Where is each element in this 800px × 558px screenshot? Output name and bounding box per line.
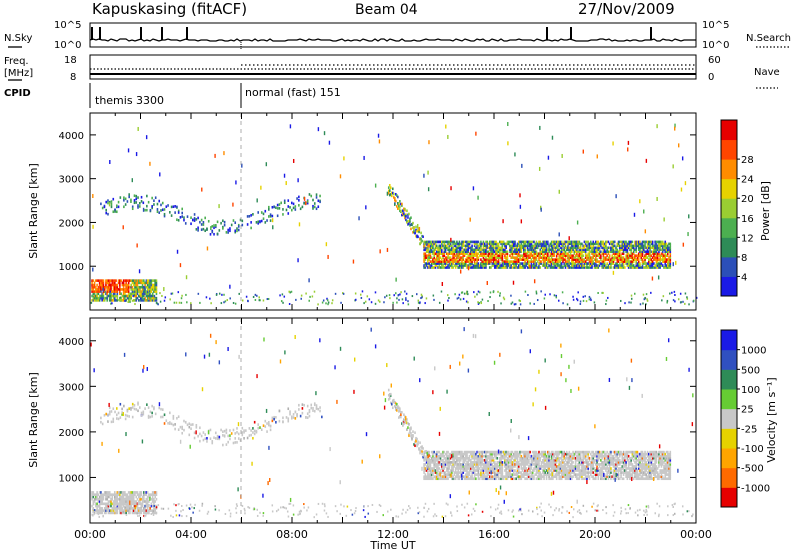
colorbar-swatch [721, 140, 737, 160]
nsky-tick-top: 10^5 [54, 20, 81, 31]
nsearch-tick-top: 10^5 [702, 20, 729, 31]
colorbar-tick-label: 4 [741, 272, 747, 283]
freq-tick-bottom: 8 [70, 72, 76, 83]
freq-label-line2: [MHz] [4, 68, 33, 79]
colorbar-swatch [721, 468, 737, 488]
colorbar-swatch [721, 120, 737, 140]
colorbar-swatch [721, 350, 737, 370]
colorbar-tick-label: 100 [741, 385, 760, 396]
cpid-segment-1: themis 3300 [95, 94, 164, 107]
beam-title: Beam 04 [355, 2, 418, 18]
cpid-segment-2: normal (fast) 151 [245, 86, 341, 99]
colorbar-swatch [721, 218, 737, 238]
colorbar-swatch [721, 159, 737, 179]
y-tick-label: 1000 [59, 262, 84, 273]
freq-trace [90, 65, 696, 74]
colorbar-tick-label: 1000 [741, 346, 766, 357]
velocity-ylabel: Slant Range [km] [27, 372, 40, 468]
colorbar-swatch [721, 409, 737, 429]
colorbar-tick-label: 28 [741, 155, 754, 166]
colorbar-swatch [721, 448, 737, 468]
colorbar-tick-label: -1000 [741, 483, 770, 494]
x-tick-label: 00:00 [680, 528, 712, 541]
colorbar-tick-label: 500 [741, 365, 760, 376]
station-title: Kapuskasing (fitACF) [92, 0, 247, 18]
y-tick-label: 3000 [59, 175, 84, 186]
y-tick-label: 1000 [59, 473, 84, 484]
nsky-tick-bottom: 10^0 [54, 40, 81, 51]
colorbar-swatch [721, 237, 737, 257]
freq-panel [90, 55, 696, 79]
nsearch-label: N.Search [746, 33, 791, 44]
nsky-label: N.Sky [4, 33, 32, 44]
x-tick-label: 00:00 [74, 528, 106, 541]
nsearch-tick-bottom: 10^0 [702, 40, 729, 51]
colorbar-tick-label: 16 [741, 214, 754, 225]
y-tick-label: 4000 [59, 131, 84, 142]
y-tick-label: 3000 [59, 382, 84, 393]
y-tick-label: 2000 [59, 218, 84, 229]
power-heatmap-cells [91, 122, 698, 305]
colorbar-tick-label: -500 [741, 464, 764, 475]
y-tick-label: 4000 [59, 337, 84, 348]
colorbar-swatch [721, 330, 737, 350]
velocity-colorbar-label: Velocity [m s⁻¹] [765, 377, 778, 462]
colorbar-swatch [721, 257, 737, 277]
nave-tick-top: 60 [708, 55, 721, 66]
colorbar-swatch [721, 198, 737, 218]
colorbar-swatch [721, 276, 737, 296]
colorbar-tick-label: 25 [741, 405, 754, 416]
colorbar-swatch [721, 487, 737, 507]
x-tick-label: 04:00 [175, 528, 207, 541]
colorbar-swatch [721, 179, 737, 199]
colorbar-tick-label: 12 [741, 233, 754, 244]
colorbar-tick-label: 8 [741, 253, 747, 264]
y-tick-label: 2000 [59, 428, 84, 439]
freq-label-line1: Freq. [4, 56, 29, 67]
colorbar-tick-label: 20 [741, 194, 754, 205]
colorbar-tick-label: 24 [741, 175, 754, 186]
nave-tick-bottom: 0 [708, 72, 714, 83]
colorbar-tick-label: -25 [741, 424, 757, 435]
nave-label: Nave [754, 67, 780, 78]
power-colorbar-label: Power [dB] [759, 181, 772, 241]
x-tick-label: 20:00 [579, 528, 611, 541]
colorbar-swatch [721, 389, 737, 409]
colorbar-tick-label: -100 [741, 444, 764, 455]
x-axis-title: Time UT [369, 539, 415, 552]
velocity-panel [90, 318, 696, 523]
nsky-panel [90, 23, 696, 47]
velocity-heatmap-cells [90, 327, 693, 518]
power-panel [90, 113, 696, 310]
x-tick-label: 16:00 [478, 528, 510, 541]
x-tick-label: 08:00 [276, 528, 308, 541]
date-title: 27/Nov/2009 [578, 0, 675, 18]
power-ylabel: Slant Range [km] [27, 163, 40, 259]
colorbar-swatch [721, 428, 737, 448]
colorbar-swatch [721, 369, 737, 389]
freq-tick-top: 18 [64, 55, 77, 66]
cpid-label: CPID [4, 88, 31, 99]
